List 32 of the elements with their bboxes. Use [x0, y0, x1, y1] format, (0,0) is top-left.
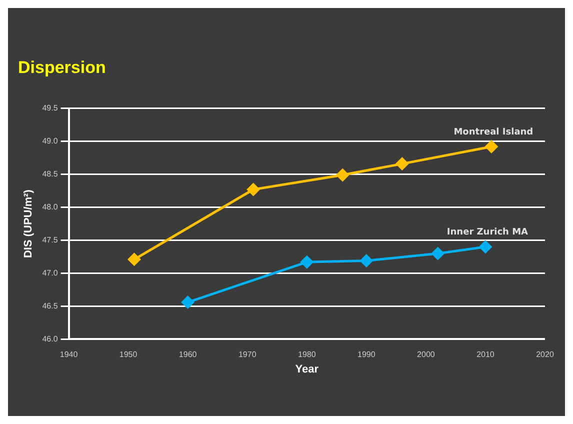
x-axis-title: Year: [295, 363, 320, 376]
point: [336, 168, 349, 182]
x-tick-label: 1970: [238, 350, 257, 360]
chart-title: Dispersion: [18, 58, 106, 77]
y-tick-label: 47.5: [42, 235, 58, 244]
y-tick-label: 49.0: [42, 136, 58, 146]
y-tick-label: 47.0: [42, 268, 58, 278]
x-tick-label: 2010: [476, 350, 495, 360]
x-tick-label: 1950: [119, 350, 138, 360]
point: [432, 247, 444, 260]
y-tick-label: 48.5: [42, 170, 58, 179]
y-tick-label: 46.0: [42, 334, 58, 344]
x-tick-label: 1940: [60, 350, 78, 360]
series-label: Montreal Island: [454, 127, 534, 138]
point: [247, 183, 260, 196]
x-tick-label: 2000: [417, 350, 436, 360]
x-tick-label: 2020: [536, 350, 554, 360]
point: [485, 140, 498, 153]
point: [396, 158, 408, 170]
y-axis-title: DIS (UPU/m²): [22, 189, 35, 258]
x-tick-label: 1980: [298, 350, 316, 360]
point: [182, 296, 194, 309]
series-label: Inner Zurich MA: [446, 228, 528, 238]
x-tick-label: 1960: [178, 350, 198, 360]
point: [360, 254, 373, 267]
point: [479, 240, 492, 254]
y-tick-label: 49.5: [42, 104, 58, 113]
point: [128, 253, 140, 266]
point: [300, 256, 314, 268]
y-tick-label: 46.5: [42, 301, 58, 310]
x-tick-label: 1990: [358, 350, 376, 360]
y-tick-label: 48.0: [42, 202, 58, 212]
